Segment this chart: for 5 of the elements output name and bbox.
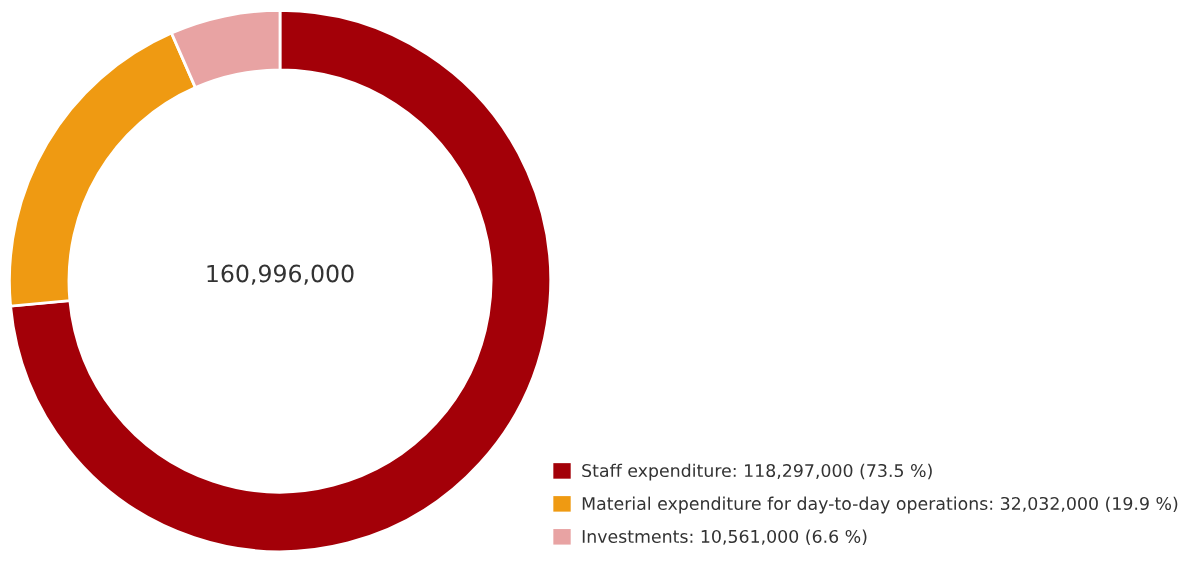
text: 160,996,000 <box>207 264 354 285</box>
legend-label: Staff expenditure: 118,297,000 (73.5 %) <box>582 463 932 481</box>
donut-slice <box>9 9 552 553</box>
legend-label: Investments: 10,561,000 (6.6 %) <box>582 529 867 546</box>
legend-label: Material expenditure for day-to-day operations: 32,032,000 (19.9 %) <box>582 496 1178 514</box>
